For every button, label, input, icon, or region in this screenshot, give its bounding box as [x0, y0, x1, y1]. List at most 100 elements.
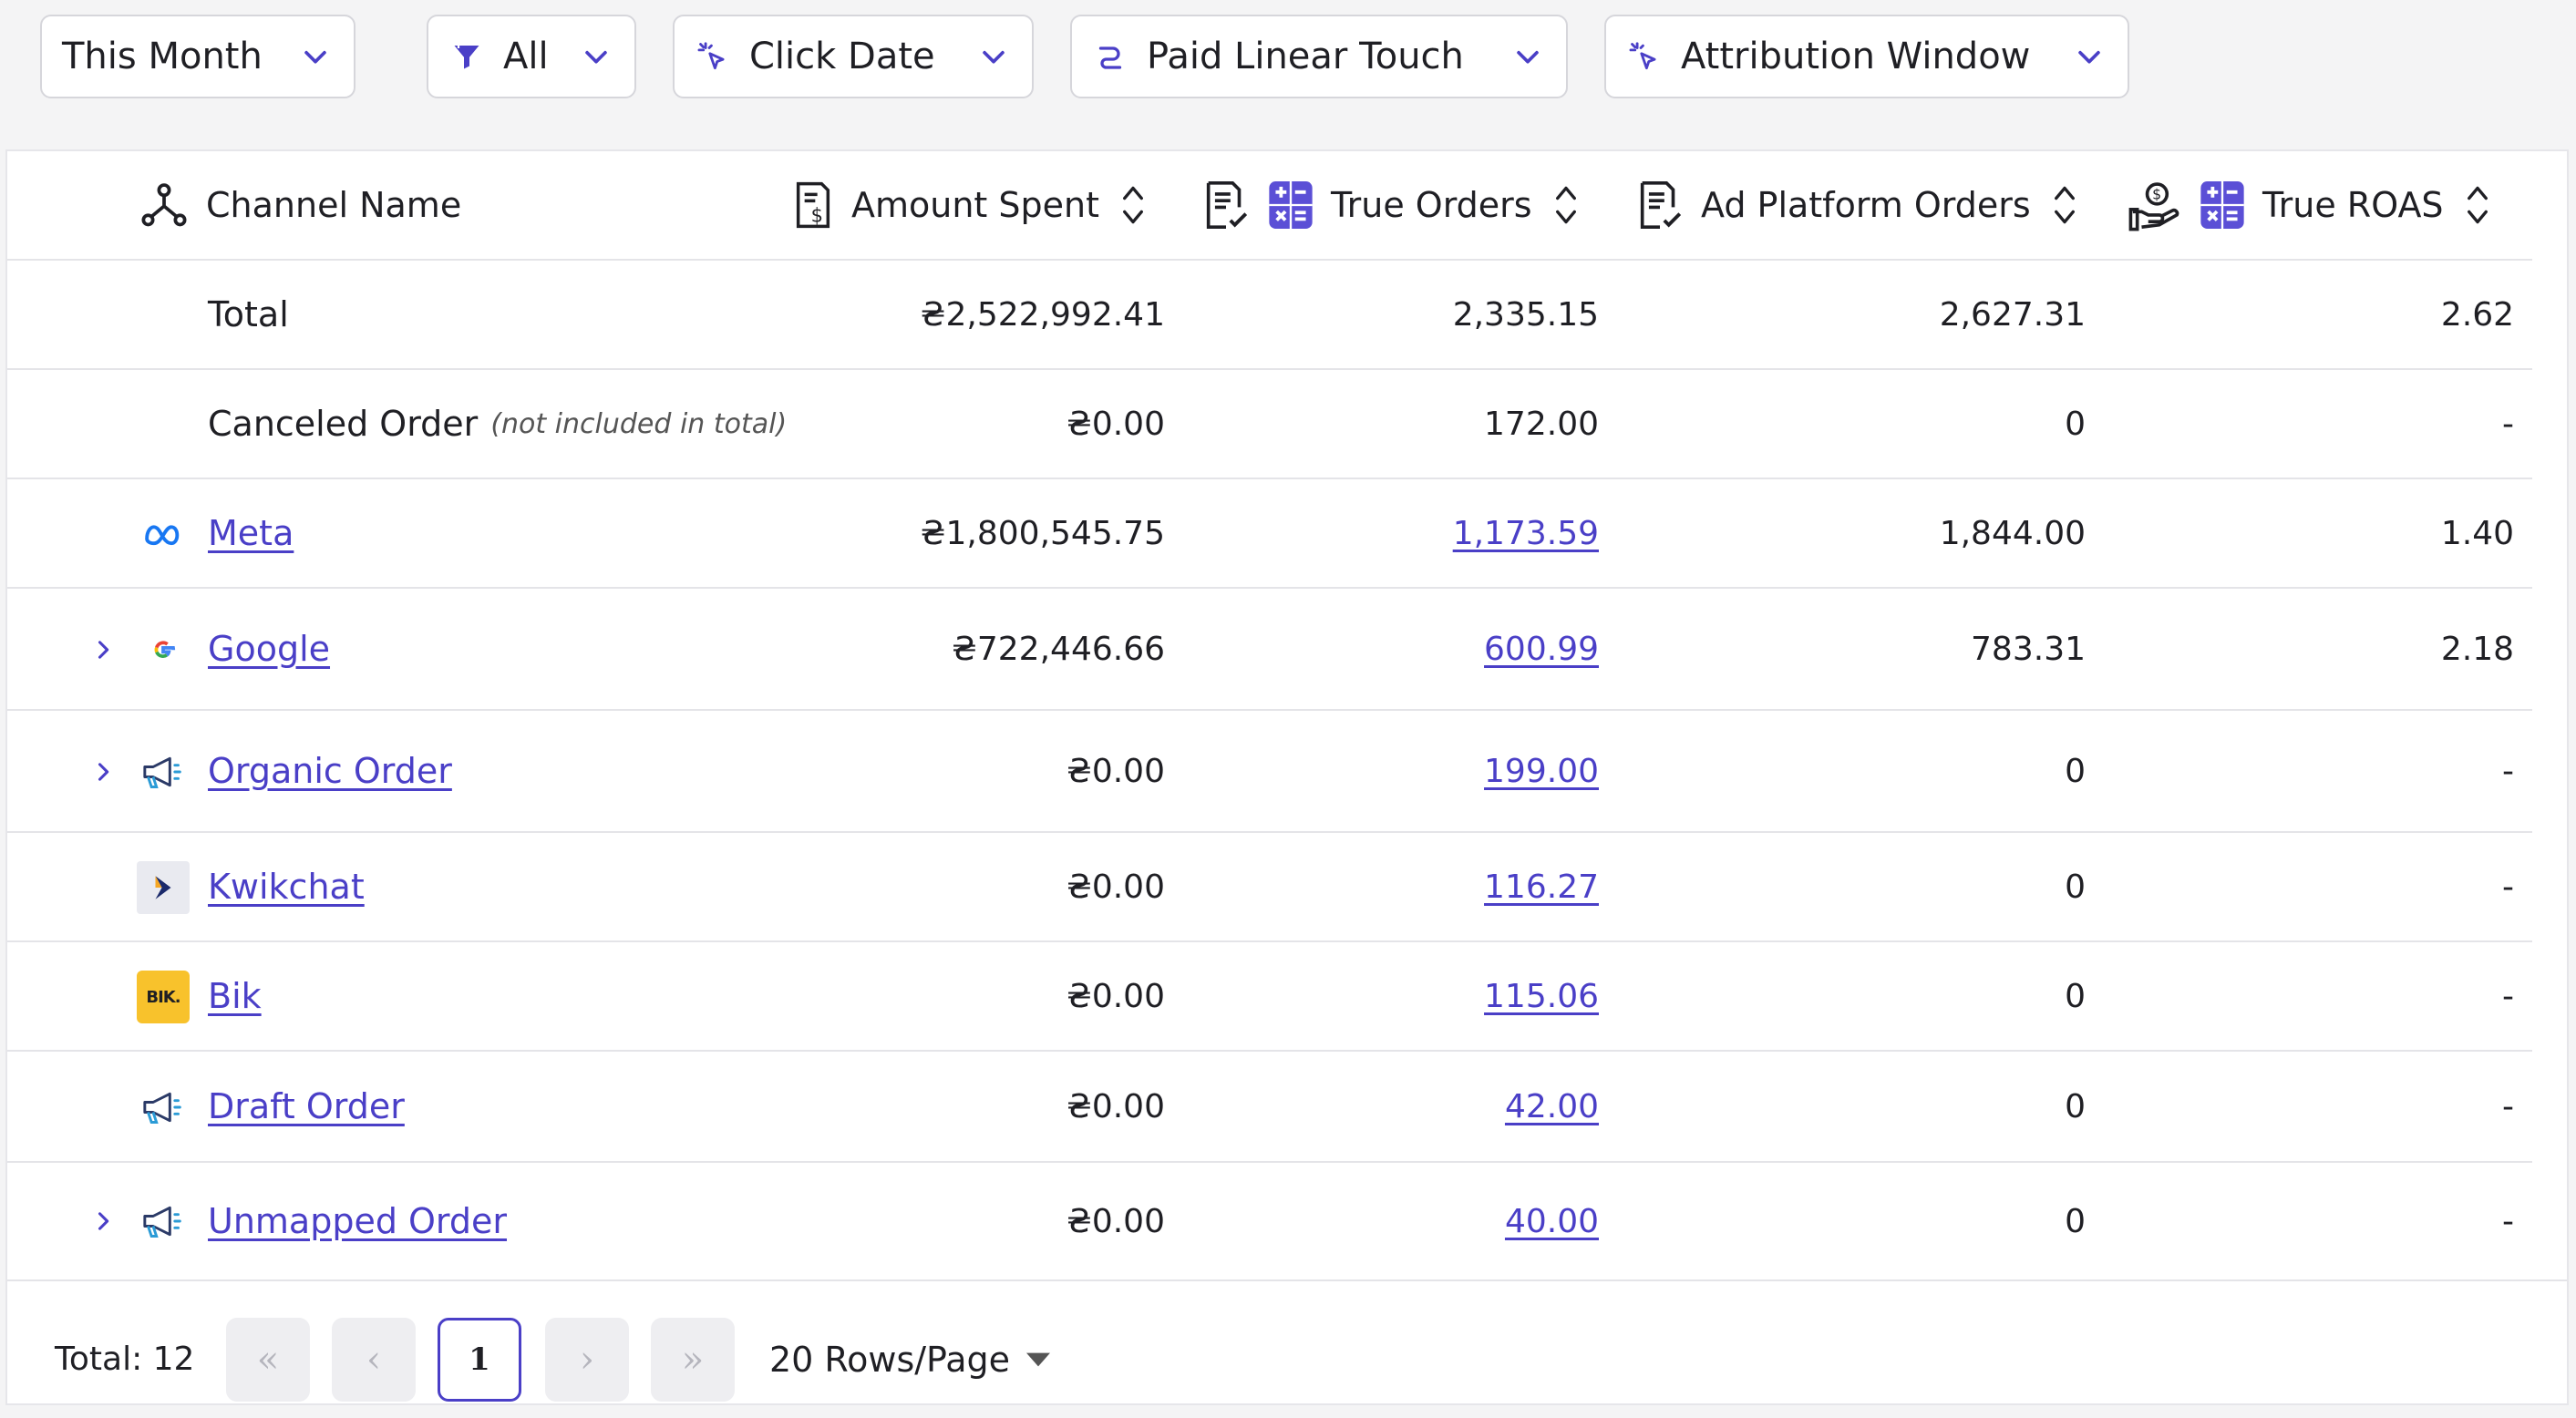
true-orders-cell[interactable]: 40.00 — [1192, 1163, 1599, 1279]
chevron-down-icon — [578, 38, 614, 75]
column-channel[interactable]: Channel Name — [139, 151, 777, 259]
table-row: Meta ₴1,800,545.75 1,173.59 1,844.00 1.4… — [7, 479, 2532, 589]
true-orders-cell[interactable]: 42.00 — [1192, 1052, 1599, 1161]
table-row: Organic Order ₴0.00 199.00 0 - — [7, 711, 2532, 833]
canceled-ad-orders: 0 — [2065, 405, 2086, 443]
true-orders-link[interactable]: 1,173.59 — [1452, 514, 1599, 552]
column-amount-spent[interactable]: $ Amount Spent — [791, 151, 1174, 259]
true-roas: - — [2502, 752, 2514, 790]
expand-chevron-icon[interactable] — [80, 1198, 126, 1244]
channel-link[interactable]: Draft Order — [208, 1086, 405, 1126]
amount-spent: ₴722,446.66 — [952, 630, 1165, 668]
nodes-icon — [139, 180, 190, 231]
channel-link[interactable]: Bik — [208, 976, 262, 1016]
true-orders-link[interactable]: 116.27 — [1484, 868, 1599, 906]
window-label: Attribution Window — [1681, 36, 2031, 77]
column-true-orders-label: True Orders — [1331, 185, 1532, 225]
bik-logo-text: BIK. — [137, 971, 190, 1023]
canceled-label: Canceled Order (not included in total) — [208, 404, 788, 444]
rows-per-page-select[interactable]: 20 Rows/Page — [769, 1318, 1051, 1402]
sort-icon[interactable] — [2051, 181, 2078, 229]
invoice-icon: $ — [791, 180, 835, 231]
table-header: Channel Name $ Amount Spent True Orders — [7, 151, 2532, 261]
total-count: Total: 12 — [55, 1340, 195, 1378]
model-label: Paid Linear Touch — [1147, 36, 1464, 77]
true-orders-link[interactable]: 40.00 — [1504, 1202, 1599, 1240]
true-orders-cell[interactable]: 116.27 — [1192, 833, 1599, 940]
true-orders-link[interactable]: 115.06 — [1484, 977, 1599, 1015]
caret-down-icon — [1026, 1352, 1051, 1367]
column-roas-label: True ROAS — [2262, 185, 2444, 225]
first-page-button[interactable]: « — [226, 1318, 310, 1402]
true-orders-cell[interactable]: 199.00 — [1192, 711, 1599, 831]
column-ad-platform-orders[interactable]: Ad Platform Orders — [1635, 151, 2091, 259]
filter-icon — [448, 38, 485, 75]
pagination: Total: 12 « ‹ 1 › » 20 Rows/Page — [7, 1279, 2567, 1405]
amount-spent: ₴0.00 — [1066, 1202, 1165, 1240]
click-icon — [1626, 38, 1663, 75]
total-label: Total — [208, 294, 289, 334]
google-icon — [137, 623, 190, 676]
svg-text:$: $ — [811, 205, 823, 227]
rows-per-page-label: 20 Rows/Page — [769, 1340, 1011, 1380]
scope-dropdown[interactable]: All — [427, 15, 636, 98]
true-orders-cell[interactable]: 600.99 — [1192, 589, 1599, 709]
true-orders-cell[interactable]: 1,173.59 — [1192, 479, 1599, 587]
true-orders-link[interactable]: 199.00 — [1484, 752, 1599, 790]
true-orders-cell[interactable]: 115.06 — [1192, 942, 1599, 1050]
filter-bar: This Month All Click Date Paid Linear To… — [0, 0, 2576, 146]
linear-touch-icon — [1092, 38, 1128, 75]
true-roas: - — [2502, 1087, 2514, 1125]
true-roas: - — [2502, 977, 2514, 1015]
next-page-button[interactable]: › — [545, 1318, 629, 1402]
prev-page-button[interactable]: ‹ — [332, 1318, 416, 1402]
period-dropdown[interactable]: This Month — [40, 15, 355, 98]
attribution-table: Channel Name $ Amount Spent True Orders — [5, 149, 2569, 1405]
canceled-amount: ₴0.00 — [1066, 405, 1165, 443]
column-channel-label: Channel Name — [206, 185, 462, 225]
amount-spent: ₴0.00 — [1066, 868, 1165, 906]
ad-platform-orders: 0 — [2065, 868, 2086, 906]
attribution-window-dropdown[interactable]: Attribution Window — [1604, 15, 2129, 98]
table-row: BIK. Bik ₴0.00 115.06 0 - — [7, 942, 2532, 1052]
true-orders-link[interactable]: 42.00 — [1504, 1087, 1599, 1125]
true-orders-link[interactable]: 600.99 — [1484, 630, 1599, 668]
amount-spent: ₴0.00 — [1066, 977, 1165, 1015]
ad-platform-orders: 0 — [2065, 977, 2086, 1015]
date-type-dropdown[interactable]: Click Date — [673, 15, 1034, 98]
chevron-down-icon — [1510, 38, 1546, 75]
expand-chevron-icon[interactable] — [80, 627, 126, 673]
true-roas: - — [2502, 1202, 2514, 1240]
megaphone-icon — [137, 1195, 190, 1248]
attribution-model-dropdown[interactable]: Paid Linear Touch — [1070, 15, 1568, 98]
channel-link[interactable]: Kwikchat — [208, 867, 365, 907]
chevron-down-icon — [2071, 38, 2107, 75]
column-true-roas[interactable]: $ True ROAS — [2128, 151, 2529, 259]
expand-chevron-icon[interactable] — [80, 749, 126, 795]
channel-link[interactable]: Google — [208, 629, 331, 669]
ad-platform-orders: 783.31 — [1971, 630, 2086, 668]
channel-link[interactable]: Organic Order — [208, 751, 452, 791]
meta-icon — [137, 508, 190, 560]
sort-icon[interactable] — [1119, 181, 1147, 229]
page-1-button[interactable]: 1 — [438, 1318, 521, 1402]
column-true-orders[interactable]: True Orders — [1201, 151, 1621, 259]
chevron-down-icon — [297, 38, 334, 75]
bik-logo: BIK. — [137, 971, 190, 1023]
table-row-canceled: Canceled Order (not included in total) ₴… — [7, 370, 2532, 479]
period-label: This Month — [62, 36, 263, 77]
amount-spent: ₴0.00 — [1066, 752, 1165, 790]
last-page-button[interactable]: » — [651, 1318, 735, 1402]
sort-icon[interactable] — [2464, 181, 2491, 229]
channel-link[interactable]: Unmapped Order — [208, 1201, 508, 1241]
channel-link[interactable]: Meta — [208, 513, 294, 553]
calculator-icon — [1267, 179, 1314, 231]
table-row: Kwikchat ₴0.00 116.27 0 - — [7, 833, 2532, 942]
click-icon — [695, 38, 731, 75]
sort-icon[interactable] — [1552, 181, 1580, 229]
table-row: Draft Order ₴0.00 42.00 0 - — [7, 1052, 2532, 1163]
true-roas: 1.40 — [2440, 514, 2514, 552]
calculator-icon — [2199, 179, 2246, 231]
ad-platform-orders: 0 — [2065, 1087, 2086, 1125]
amount-spent: ₴0.00 — [1066, 1087, 1165, 1125]
